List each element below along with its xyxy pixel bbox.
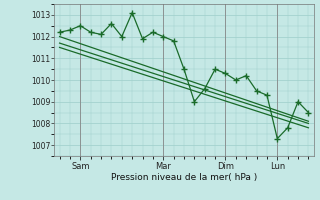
X-axis label: Pression niveau de la mer( hPa ): Pression niveau de la mer( hPa ): [111, 173, 257, 182]
